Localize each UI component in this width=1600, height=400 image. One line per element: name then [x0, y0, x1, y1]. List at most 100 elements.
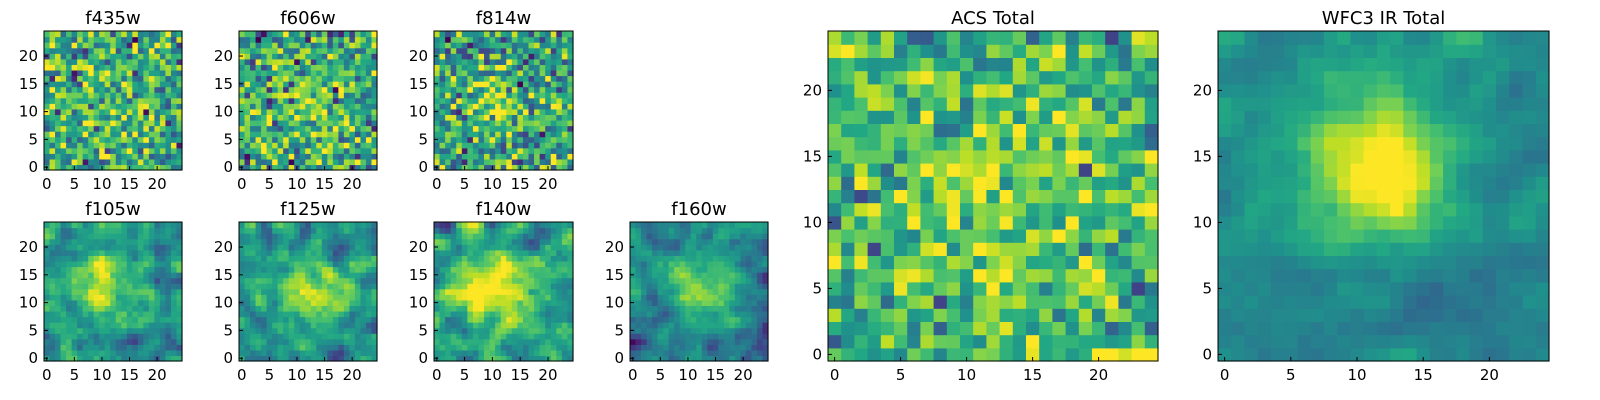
heatmap-cell: [49, 344, 56, 351]
heatmap-cell: [71, 108, 78, 115]
heatmap-cell: [500, 58, 507, 65]
heatmap-cell: [349, 277, 356, 284]
heatmap-cell: [652, 316, 659, 323]
heatmap-cell: [305, 164, 312, 171]
heatmap-cell: [104, 305, 111, 312]
heatmap-cell: [495, 75, 502, 82]
heatmap-cell: [522, 260, 530, 268]
heatmap-cell: [371, 53, 378, 60]
heatmap-cell: [148, 125, 155, 132]
heatmap-cell: [539, 349, 546, 357]
heatmap-cell: [534, 64, 541, 71]
heatmap-cell: [467, 338, 474, 345]
heatmap-cell: [310, 333, 317, 340]
heatmap-cell: [250, 283, 257, 290]
heatmap-cell: [1131, 176, 1146, 190]
x-tick-label: 0: [432, 366, 442, 384]
heatmap-cell: [349, 119, 356, 127]
heatmap-cell: [165, 310, 172, 318]
y-tick-label: 20: [214, 238, 233, 256]
heatmap-cell: [641, 310, 648, 318]
heatmap-cell: [445, 344, 452, 351]
heatmap-cell: [550, 266, 557, 273]
heatmap-cell: [266, 310, 273, 318]
heatmap-cell: [310, 92, 317, 99]
heatmap-cell: [283, 272, 290, 279]
heatmap-cell: [867, 255, 882, 270]
heatmap-cell: [674, 305, 681, 312]
heatmap-cell: [110, 92, 117, 99]
heatmap-cell: [740, 272, 747, 279]
heatmap-cell: [679, 288, 686, 295]
heatmap-cell: [756, 316, 764, 323]
heatmap-cell: [104, 227, 111, 234]
heatmap-cell: [663, 233, 670, 240]
heatmap-cell: [349, 36, 356, 43]
heatmap-cell: [66, 131, 73, 138]
heatmap-cell: [517, 86, 524, 93]
heatmap-cell: [495, 333, 502, 340]
heatmap-cell: [277, 75, 284, 82]
heatmap-cell: [44, 260, 51, 268]
heatmap-cell: [126, 244, 133, 251]
heatmap-cell: [652, 333, 659, 340]
heatmap-cell: [528, 164, 535, 171]
heatmap-cell: [88, 238, 95, 245]
heatmap-cell: [1039, 321, 1053, 336]
heatmap-cell: [126, 333, 133, 340]
heatmap-cell: [176, 81, 183, 88]
heatmap-cell: [261, 299, 268, 306]
heatmap-cell: [828, 242, 842, 256]
heatmap-cell: [696, 233, 703, 240]
heatmap-cell: [657, 233, 664, 240]
heatmap-cell: [332, 338, 339, 345]
heatmap-cell: [517, 75, 524, 82]
heatmap-cell: [104, 125, 111, 132]
heatmap-cell: [88, 158, 95, 166]
heatmap-cell: [506, 299, 513, 306]
heatmap-cell: [723, 349, 730, 357]
heatmap-cell: [343, 272, 350, 279]
heatmap-cell: [82, 47, 89, 54]
heatmap-cell: [365, 53, 373, 60]
heatmap-cell: [77, 355, 84, 362]
heatmap-cell: [561, 75, 569, 82]
heatmap-cell: [946, 229, 961, 243]
y-tick-label: 20: [19, 238, 38, 256]
heatmap-cell: [66, 272, 73, 279]
heatmap-cell: [920, 347, 935, 362]
heatmap-cell: [445, 299, 452, 306]
heatmap-cell: [121, 344, 128, 351]
heatmap-cell: [506, 75, 513, 82]
heatmap-cell: [327, 266, 334, 273]
heatmap-cell: [360, 299, 367, 306]
heatmap-cell: [511, 147, 518, 154]
heatmap-cell: [756, 349, 764, 357]
heatmap-cell: [343, 31, 350, 38]
heatmap-cell: [332, 283, 339, 290]
heatmap-cell: [489, 131, 496, 138]
heatmap-cell: [132, 338, 139, 345]
heatmap-cell: [867, 281, 882, 296]
heatmap-cell: [165, 119, 172, 127]
heatmap-cell: [828, 163, 842, 177]
heatmap-cell: [534, 244, 541, 251]
heatmap-cell: [99, 227, 106, 234]
heatmap-cell: [550, 249, 557, 256]
heatmap-cell: [472, 58, 480, 65]
heatmap-cell: [539, 125, 546, 132]
heatmap-cell: [82, 283, 89, 290]
heatmap-cell: [148, 75, 155, 82]
heatmap-cell: [696, 333, 703, 340]
heatmap-cells: [44, 222, 183, 362]
heatmap-cell: [456, 333, 463, 340]
heatmap-cell: [165, 299, 172, 306]
heatmap-cell: [250, 288, 257, 295]
heatmap-cell: [556, 97, 563, 104]
heatmap-cell: [49, 58, 56, 65]
heatmap-cell: [137, 36, 144, 43]
heatmap-cell: [1118, 176, 1133, 190]
heatmap-cell: [176, 355, 183, 362]
heatmap-cell: [88, 260, 95, 268]
heatmap-cell: [55, 222, 62, 229]
